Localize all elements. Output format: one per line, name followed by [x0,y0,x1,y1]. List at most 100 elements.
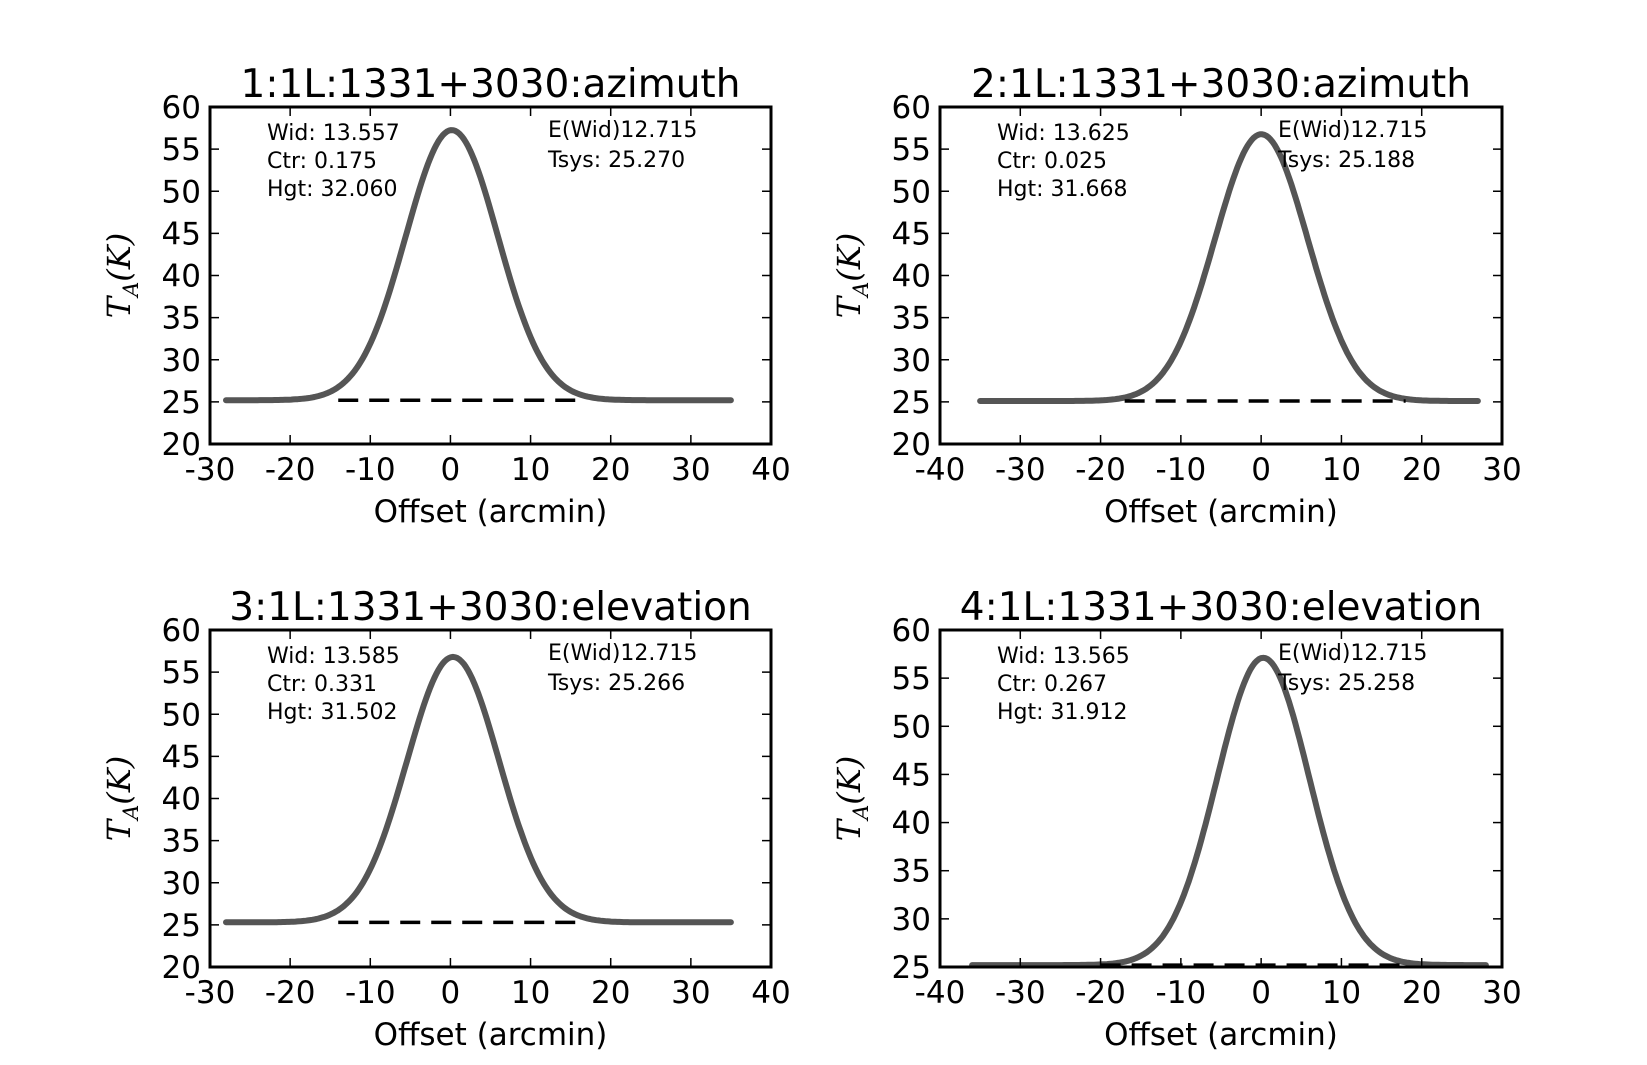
y-tick-label: 55 [892,661,931,697]
x-tick-label: -40 [915,975,966,1011]
y-tick-label: 45 [892,757,931,793]
y-tick-label: 60 [162,613,201,649]
chart-panel-2: 2:1L:1331+3030:azimuth -40 -30 -20 -10 0 10 20 3… [830,62,1522,530]
y-tick-label: 50 [162,697,201,733]
y-tick-label: 60 [162,90,201,126]
fit-annotation-right: Tsys: 25.266 [547,671,685,696]
y-axis-label-sub: A [849,805,873,822]
x-tick-label: 20 [1402,452,1441,488]
x-tick-label: -20 [1075,452,1126,488]
chart-panel-3: 3:1L:1331+3030:elevation -30 -20 -10 0 10 20 30… [100,585,791,1053]
plot-frame [938,628,1504,969]
y-axis-label: TA(K) [100,756,143,841]
chart-panel-1: 1:1L:1331+3030:azimuth -30 -20 -10 0 10 20 30 40… [100,62,791,530]
fit-annotation-right: Tsys: 25.258 [1277,671,1415,696]
x-tick-label: -30 [995,452,1046,488]
x-axis-label: Offset (arcmin) [374,1017,608,1053]
fit-annotation-right: Tsys: 25.270 [547,148,685,173]
y-tick-label: 20 [162,427,201,463]
fit-annotation: Hgt: 31.668 [997,177,1128,202]
x-tick-label: 0 [441,452,461,488]
x-tick-label: 0 [441,975,461,1011]
x-tick-label: -20 [1075,975,1126,1011]
x-tick-label: 20 [591,452,630,488]
y-tick-label: 30 [162,866,201,902]
x-tick-label: 30 [671,452,710,488]
x-tick-label: -30 [185,452,236,488]
y-axis-label-suffix: (K) [100,233,138,282]
x-axis-label: Offset (arcmin) [1104,1017,1338,1053]
y-tick-label: 40 [162,782,201,818]
x-axis-label: Offset (arcmin) [374,494,608,530]
y-tick-label: 55 [162,655,201,691]
y-tick-label: 40 [162,259,201,295]
x-tick-label: -10 [1156,452,1207,488]
x-tick-label: 10 [1322,452,1361,488]
x-tick-label: -10 [345,975,396,1011]
y-tick-label: 35 [162,824,201,860]
y-tick-label: 25 [162,385,201,421]
y-tick-label: 55 [892,132,931,168]
x-tick-label: -20 [265,452,316,488]
y-tick-label: 25 [892,950,931,986]
chart-title: 1:1L:1331+3030:azimuth [241,62,741,107]
fit-annotation-right: Tsys: 25.188 [1277,148,1415,173]
y-tick-label: 20 [892,427,931,463]
x-tick-label: -40 [915,452,966,488]
x-axis-label: Offset (arcmin) [1104,494,1338,530]
y-tick-label: 45 [892,216,931,252]
y-tick-label: 35 [162,301,201,337]
fit-annotation: Wid: 13.565 [997,644,1130,669]
y-tick-label: 50 [892,709,931,745]
fit-annotation-right: E(Wid)12.715 [548,118,697,143]
x-tick-label: 10 [511,975,550,1011]
x-tick-label: -10 [1156,975,1207,1011]
data-line [223,127,734,404]
x-tick-label: -10 [345,452,396,488]
fit-annotation: Ctr: 0.267 [997,672,1107,697]
y-axis-label-main: T [830,817,868,841]
fit-annotation-right: E(Wid)12.715 [1278,118,1427,143]
x-tick-label: -30 [185,975,236,1011]
y-axis-label-main: T [830,294,868,318]
x-tick-label: 40 [751,452,790,488]
y-tick-label: 30 [162,343,201,379]
x-tick-label: 30 [1482,452,1521,488]
chart-panel-4: 4:1L:1331+3030:elevation -40 -30 -20 -10 0 10 2… [830,585,1522,1053]
y-tick-label: 60 [892,90,931,126]
y-axis-label: TA(K) [830,233,873,318]
fit-annotation: Ctr: 0.025 [997,149,1107,174]
y-axis-label: TA(K) [100,233,143,318]
fit-annotation-right: E(Wid)12.715 [1278,641,1427,666]
y-tick-label: 30 [892,902,931,938]
y-tick-label: 40 [892,259,931,295]
y-tick-label: 60 [892,613,931,649]
y-tick-label: 35 [892,854,931,890]
y-axis-label-sub: A [849,282,873,299]
fit-annotation: Ctr: 0.331 [267,672,377,697]
y-axis-label-main: T [100,294,138,318]
fit-annotation: Wid: 13.585 [267,644,400,669]
y-tick-label: 55 [162,132,201,168]
y-axis-label-suffix: (K) [830,756,868,805]
chart-title: 4:1L:1331+3030:elevation [960,585,1482,630]
y-tick-label: 35 [892,301,931,337]
y-axis-label-sub: A [119,282,143,299]
y-tick-label: 45 [162,739,201,775]
x-tick-label: 30 [671,975,710,1011]
data-line [969,654,1489,969]
data-line [977,131,1481,404]
x-tick-label: 0 [1251,452,1271,488]
fit-annotation: Ctr: 0.175 [267,149,377,174]
y-tick-label: 40 [892,806,931,842]
y-axis-label-sub: A [119,805,143,822]
y-tick-label: 30 [892,343,931,379]
y-axis-label: TA(K) [830,756,873,841]
fit-annotation-right: E(Wid)12.715 [548,641,697,666]
y-axis-label-suffix: (K) [830,233,868,282]
x-tick-label: 20 [1402,975,1441,1011]
y-tick-label: 20 [162,950,201,986]
y-axis-label-suffix: (K) [100,756,138,805]
x-tick-label: 30 [1482,975,1521,1011]
y-axis-label-main: T [100,817,138,841]
